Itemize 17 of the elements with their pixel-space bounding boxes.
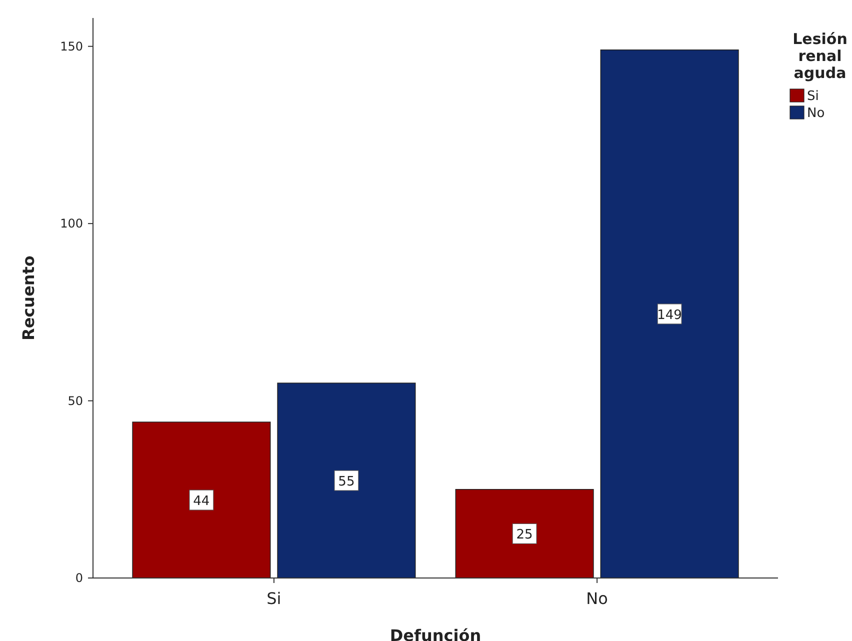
y-tick-label: 0 — [75, 571, 83, 585]
data-label: 149 — [657, 308, 682, 323]
x-axis-title: Defunción — [390, 626, 482, 641]
bar — [132, 422, 271, 578]
y-tick-label: 100 — [60, 216, 83, 231]
bar — [277, 382, 416, 578]
legend-label: No — [807, 106, 825, 121]
y-tick-label: 150 — [60, 39, 83, 54]
data-label: 55 — [338, 474, 355, 490]
y-axis-title: Recuento — [19, 256, 38, 340]
data-label: 25 — [516, 528, 533, 543]
y-tick-label: 50 — [68, 394, 83, 408]
data-label: 44 — [193, 494, 210, 510]
bar — [600, 50, 739, 578]
legend-title: Lesión renal aguda — [792, 30, 848, 82]
legend-label: Si — [807, 89, 819, 104]
bar — [455, 488, 594, 578]
